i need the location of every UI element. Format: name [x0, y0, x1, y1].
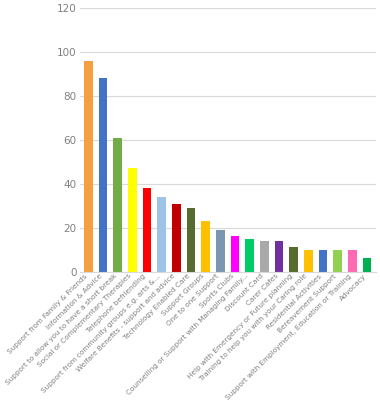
Bar	[113, 138, 122, 271]
Bar	[333, 249, 342, 271]
Bar	[231, 237, 239, 271]
Bar	[260, 241, 269, 271]
Bar	[348, 249, 357, 271]
Bar	[216, 230, 225, 271]
Bar	[319, 249, 328, 271]
Bar	[245, 239, 254, 271]
Bar	[289, 247, 298, 271]
Bar	[84, 61, 93, 271]
Bar	[275, 241, 283, 271]
Bar	[304, 249, 313, 271]
Bar	[99, 79, 108, 271]
Bar	[172, 203, 181, 271]
Bar	[157, 197, 166, 271]
Bar	[142, 188, 152, 271]
Bar	[187, 208, 195, 271]
Bar	[201, 221, 210, 271]
Bar	[363, 258, 371, 271]
Bar	[128, 168, 137, 271]
